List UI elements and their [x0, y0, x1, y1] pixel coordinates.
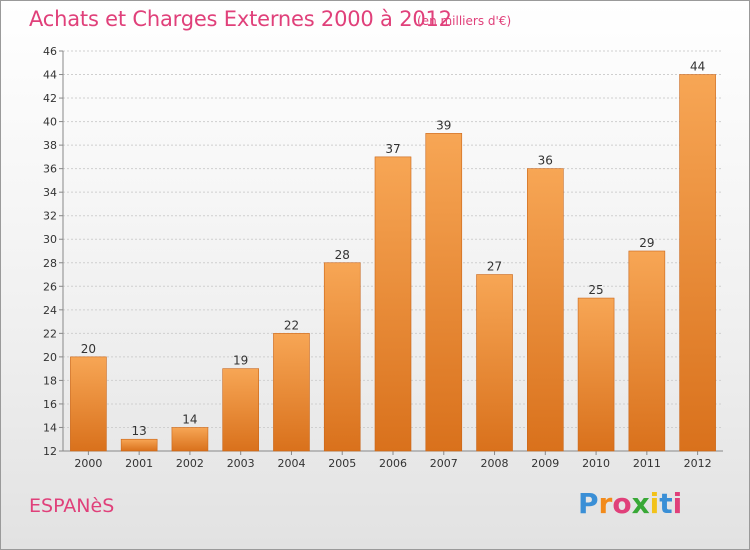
- bar-2009: [527, 168, 564, 452]
- data-label-2011: 29: [639, 236, 654, 250]
- x-tick-label-2004: 2004: [277, 457, 305, 470]
- y-tick-label: 46: [43, 45, 57, 58]
- brand-letter: r: [598, 487, 613, 520]
- x-tick-label-2003: 2003: [227, 457, 255, 470]
- bar-2001: [120, 438, 158, 452]
- y-tick-label: 32: [43, 210, 57, 223]
- x-tick-label-2009: 2009: [531, 457, 559, 470]
- y-tick-label: 34: [43, 186, 57, 199]
- data-label-2010: 25: [588, 283, 603, 297]
- data-label-2000: 20: [81, 342, 96, 356]
- y-tick-label: 18: [43, 374, 57, 387]
- x-tick-label-2011: 2011: [633, 457, 661, 470]
- x-tick-label-2001: 2001: [125, 457, 153, 470]
- brand-letter: t: [659, 487, 673, 520]
- data-label-2003: 19: [233, 354, 248, 368]
- y-tick-label: 38: [43, 139, 57, 152]
- y-tick-label: 40: [43, 116, 57, 129]
- bar-2003: [222, 368, 259, 452]
- data-label-2002: 14: [182, 412, 197, 426]
- data-label-2009: 36: [538, 154, 553, 168]
- bar-2007: [425, 133, 463, 452]
- data-label-2007: 39: [436, 118, 451, 132]
- bar-2011: [628, 250, 666, 452]
- y-tick-label: 44: [43, 69, 57, 82]
- brand-letter: x: [631, 487, 650, 520]
- data-label-2004: 22: [284, 318, 299, 332]
- chart-subtitle: (en milliers d'€): [417, 14, 512, 28]
- bar-2012: [679, 74, 716, 452]
- x-tick-label-2000: 2000: [74, 457, 102, 470]
- x-tick-label-2010: 2010: [582, 457, 610, 470]
- y-tick-label: 26: [43, 280, 57, 293]
- bar-2000: [70, 356, 107, 452]
- x-tick-label-2006: 2006: [379, 457, 407, 470]
- y-tick-label: 16: [43, 398, 57, 411]
- bar-2008: [476, 274, 513, 452]
- brand-letter: i: [649, 487, 660, 520]
- proxiti-logo: Proxiti: [578, 487, 682, 520]
- brand-letter: i: [672, 487, 683, 520]
- y-tick-label: 22: [43, 327, 57, 340]
- bar-2006: [374, 156, 412, 452]
- data-label-2008: 27: [487, 260, 502, 274]
- brand-letter: o: [612, 487, 632, 520]
- y-tick-label: 42: [43, 92, 57, 105]
- y-tick-label: 30: [43, 233, 57, 246]
- x-tick-label-2008: 2008: [481, 457, 509, 470]
- y-tick-label: 12: [43, 445, 57, 458]
- y-tick-label: 14: [43, 421, 57, 434]
- data-label-2012: 44: [690, 60, 705, 74]
- data-label-2006: 37: [385, 142, 400, 156]
- y-tick-label: 36: [43, 163, 57, 176]
- data-label-2005: 28: [335, 248, 350, 262]
- y-tick-label: 28: [43, 257, 57, 270]
- chart-title: Achats et Charges Externes 2000 à 2012: [29, 7, 452, 31]
- data-label-2001: 13: [132, 424, 147, 438]
- x-tick-label-2002: 2002: [176, 457, 204, 470]
- x-tick-label-2005: 2005: [328, 457, 356, 470]
- bar-2004: [273, 333, 310, 452]
- y-tick-label: 24: [43, 304, 57, 317]
- bar-2010: [577, 297, 615, 452]
- y-tick-label: 20: [43, 351, 57, 364]
- commune-name: ESPANèS: [29, 495, 115, 517]
- x-tick-label-2007: 2007: [430, 457, 458, 470]
- bar-2002: [171, 427, 209, 452]
- x-tick-label-2012: 2012: [684, 457, 712, 470]
- brand-letter: P: [578, 487, 599, 520]
- bar-2005: [323, 262, 361, 452]
